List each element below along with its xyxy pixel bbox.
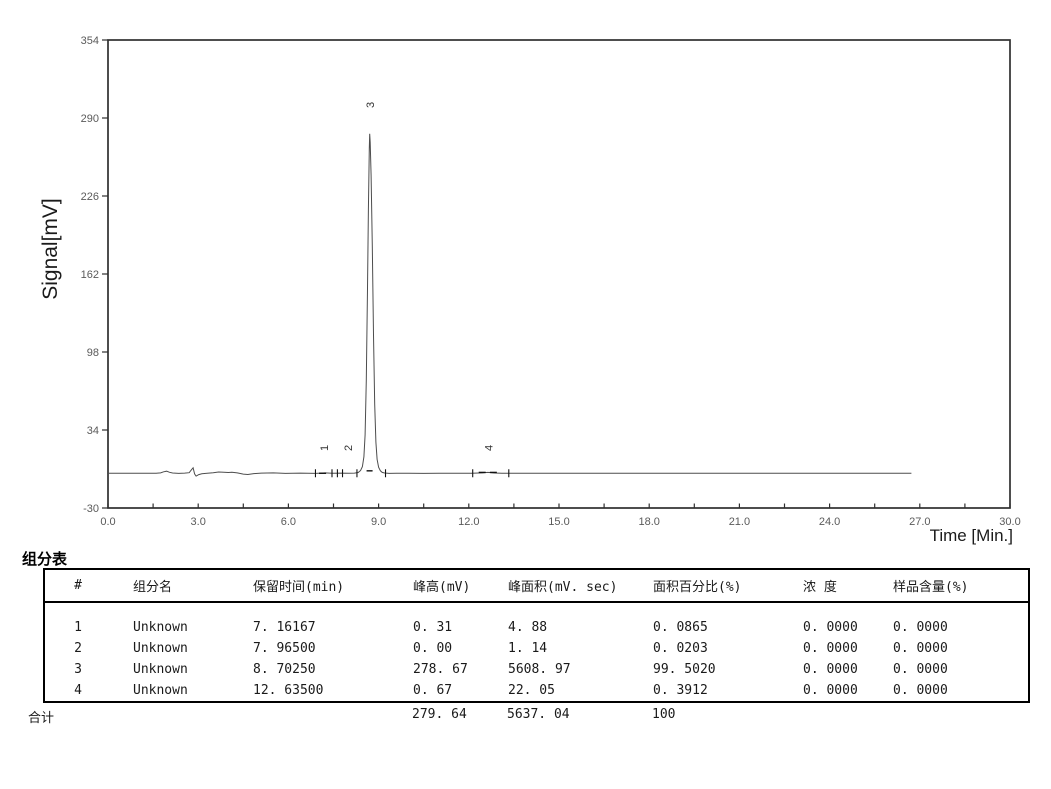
cell-area-percent: 0. 0865: [653, 620, 708, 635]
chromatogram-chart: 354 290 226 162 98 34 -30 0.0 3.0 6.0 9.0 12.0 15.0 1…: [39, 35, 1021, 545]
totals-peak-height: 279. 64: [412, 707, 467, 722]
cell-sample-content: 0. 0000: [893, 620, 948, 635]
table-row: 2 Unknown 7. 96500 0. 00 1. 14 0. 0203 0…: [44, 638, 1029, 659]
cell-concentration: 0. 0000: [803, 683, 858, 698]
peak-label-3: 3: [365, 102, 377, 108]
cell-retention-time: 7. 96500: [253, 641, 316, 656]
x-tick-label: 30.0: [999, 516, 1020, 528]
x-tick-label: 27.0: [909, 516, 930, 528]
cell-component-name: Unknown: [133, 662, 188, 677]
cell-concentration: 0. 0000: [803, 620, 858, 635]
cell-peak-area: 4. 88: [508, 620, 548, 635]
component-table: # 组分名 保留时间(min) 峰高(mV) 峰面积(mV. sec) 面积百分…: [43, 568, 1030, 703]
cell-concentration: 0. 0000: [803, 641, 858, 656]
totals-peak-area: 5637. 04: [507, 707, 570, 722]
cell-sample-content: 0. 0000: [893, 641, 948, 656]
cell-area-percent: 0. 3912: [653, 683, 708, 698]
cell-peak-area: 5608. 97: [508, 662, 571, 677]
x-tick-label: 3.0: [191, 516, 206, 528]
cell-peak-height: 278. 67: [413, 662, 468, 677]
signal-trace: [108, 133, 912, 477]
component-table-section: 组分表 # 组分名 保留时间(min) 峰高(mV) 峰面积(mV. sec) …: [0, 550, 1051, 726]
header-sample-content: 样品含量(%): [881, 569, 1029, 603]
x-tick-label: 12.0: [458, 516, 479, 528]
x-tick-label: 21.0: [729, 516, 750, 528]
cell-sample-content: 0. 0000: [893, 683, 948, 698]
x-tick-label: 9.0: [371, 516, 386, 528]
cell-retention-time: 12. 63500: [253, 683, 324, 698]
x-tick-label: 6.0: [281, 516, 296, 528]
header-concentration: 浓 度: [791, 569, 881, 603]
cell-peak-number: 2: [74, 641, 82, 656]
cell-retention-time: 8. 70250: [253, 662, 316, 677]
cell-component-name: Unknown: [133, 620, 188, 635]
cell-area-percent: 0. 0203: [653, 641, 708, 656]
header-area-percent: 面积百分比(%): [641, 569, 791, 603]
y-tick-label: 354: [81, 35, 99, 47]
totals-row: 合计 279. 64 5637. 04 100: [28, 707, 1051, 726]
cell-component-name: Unknown: [133, 641, 188, 656]
cell-area-percent: 99. 5020: [653, 662, 716, 677]
cell-peak-number: 1: [74, 620, 82, 635]
cell-component-name: Unknown: [133, 683, 188, 698]
cell-sample-content: 0. 0000: [893, 662, 948, 677]
header-peak-area: 峰面积(mV. sec): [496, 569, 641, 603]
x-tick-label: 24.0: [819, 516, 840, 528]
peak-label-2: 2: [343, 445, 355, 451]
y-tick-label: -30: [83, 503, 99, 515]
cell-peak-height: 0. 00: [413, 641, 453, 656]
x-tick-label: 15.0: [548, 516, 569, 528]
x-axis-title: Time [Min.]: [930, 526, 1013, 545]
peak-label-4: 4: [483, 445, 495, 451]
peak-label-1: 1: [319, 445, 331, 451]
y-tick-label: 290: [81, 113, 99, 125]
table-header-row: # 组分名 保留时间(min) 峰高(mV) 峰面积(mV. sec) 面积百分…: [44, 569, 1029, 603]
totals-empty-conc: [790, 707, 880, 726]
table-row: 1 Unknown 7. 16167 0. 31 4. 88 0. 0865 0…: [44, 602, 1029, 638]
totals-empty-content: [880, 707, 1051, 726]
totals-area-percent: 100: [652, 707, 676, 722]
cell-retention-time: 7. 16167: [253, 620, 316, 635]
cell-peak-height: 0. 31: [413, 620, 453, 635]
component-table-title: 组分表: [22, 550, 68, 568]
cell-peak-number: 3: [74, 662, 82, 677]
y-tick-label: 98: [87, 347, 99, 359]
totals-empty-rt: [240, 707, 400, 726]
totals-label: 合计: [28, 711, 55, 726]
cell-peak-number: 4: [74, 683, 82, 698]
cell-peak-area: 22. 05: [508, 683, 555, 698]
cell-peak-height: 0. 67: [413, 683, 453, 698]
header-peak-number: #: [44, 569, 111, 603]
y-tick-label: 226: [81, 191, 99, 203]
cell-concentration: 0. 0000: [803, 662, 858, 677]
plot-frame: [107, 39, 1011, 509]
y-tick-label: 162: [81, 269, 99, 281]
y-axis-title: Signal[mV]: [39, 198, 62, 300]
x-tick-label: 0.0: [100, 516, 115, 528]
header-component-name: 组分名: [111, 569, 241, 603]
x-tick-label: 18.0: [638, 516, 659, 528]
header-peak-height: 峰高(mV): [401, 569, 496, 603]
cell-peak-area: 1. 14: [508, 641, 548, 656]
y-tick-label: 34: [87, 425, 99, 437]
table-row: 4 Unknown 12. 63500 0. 67 22. 05 0. 3912…: [44, 680, 1029, 702]
header-retention-time: 保留时间(min): [241, 569, 401, 603]
table-row: 3 Unknown 8. 70250 278. 67 5608. 97 99. …: [44, 659, 1029, 680]
totals-empty-name: [110, 707, 240, 726]
